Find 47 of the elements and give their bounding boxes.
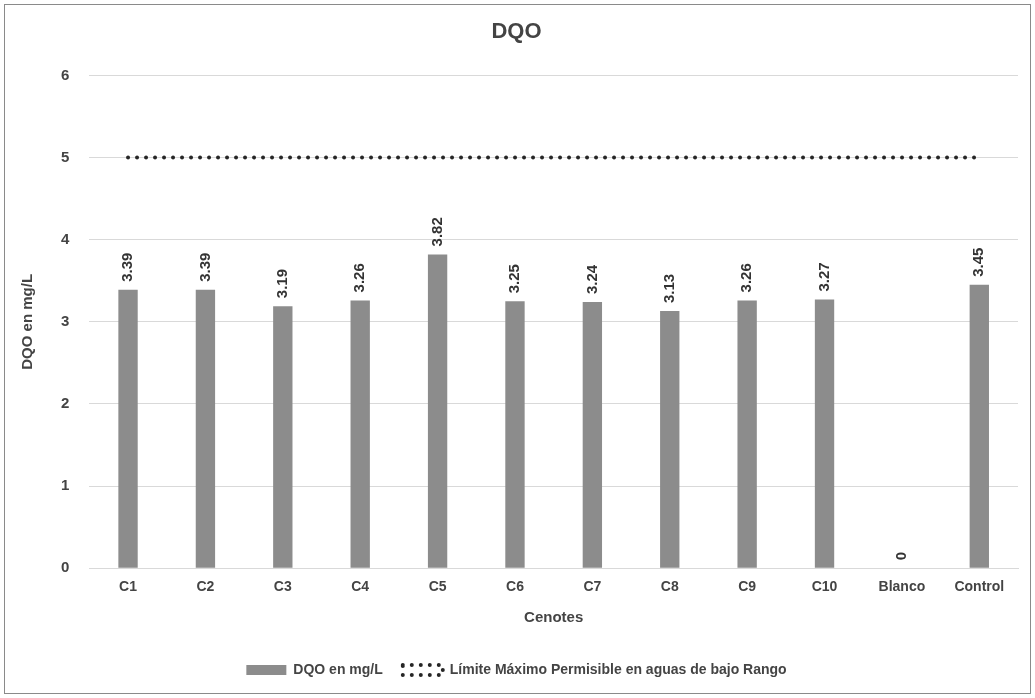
x-tick-label: C7 (583, 578, 602, 595)
bar (350, 300, 370, 568)
bar (427, 254, 448, 568)
bar (505, 301, 525, 568)
x-tick-label: C2 (196, 578, 215, 595)
bar (814, 299, 835, 568)
y-tick-label: 0 (61, 558, 70, 576)
bar (582, 302, 603, 568)
y-tick-label: 4 (61, 229, 70, 247)
data-label: 3.25 (505, 264, 523, 294)
bar (118, 289, 138, 568)
data-label: 3.19 (272, 268, 290, 299)
bar (737, 300, 757, 568)
x-axis-title: Cenotes (524, 608, 584, 626)
data-label: 3.26 (737, 263, 755, 293)
bar (660, 311, 680, 568)
data-label: 3.24 (582, 264, 600, 295)
chart-title: DQO (491, 18, 542, 44)
x-tick-label: C4 (351, 578, 370, 595)
y-tick-label: 3 (61, 311, 70, 329)
x-tick-label: C3 (273, 578, 292, 595)
x-tick-label: C10 (811, 578, 838, 595)
data-label: 3.45 (969, 247, 987, 277)
data-label: 3.13 (659, 273, 677, 304)
y-tick-label: 5 (61, 147, 70, 165)
data-label: 3.39 (118, 252, 136, 282)
y-tick-label: 1 (61, 476, 70, 494)
x-tick-label: C1 (119, 578, 138, 595)
y-tick-label: 6 (61, 65, 70, 83)
bar (969, 284, 989, 568)
data-label: 0 (892, 551, 910, 561)
data-label: 3.27 (814, 262, 832, 292)
y-axis-title: DQO en mg/L (18, 273, 36, 370)
x-tick-label: C5 (428, 578, 447, 595)
legend-label: DQO en mg/L (293, 660, 384, 677)
x-tick-label: Blanco (878, 578, 926, 595)
data-label: 3.82 (427, 217, 445, 247)
data-label: 3.26 (350, 263, 368, 293)
y-tick-label: 2 (61, 394, 70, 412)
x-tick-label: C6 (506, 578, 525, 595)
x-tick-label: C8 (660, 578, 679, 595)
legend-label: Límite Máximo Permisible en aguas de bajo Rango (449, 660, 787, 677)
x-tick-label: Control (954, 578, 1005, 595)
bar (195, 289, 216, 568)
bar (273, 306, 293, 568)
data-label: 3.39 (195, 252, 213, 282)
x-tick-label: C9 (738, 578, 757, 595)
